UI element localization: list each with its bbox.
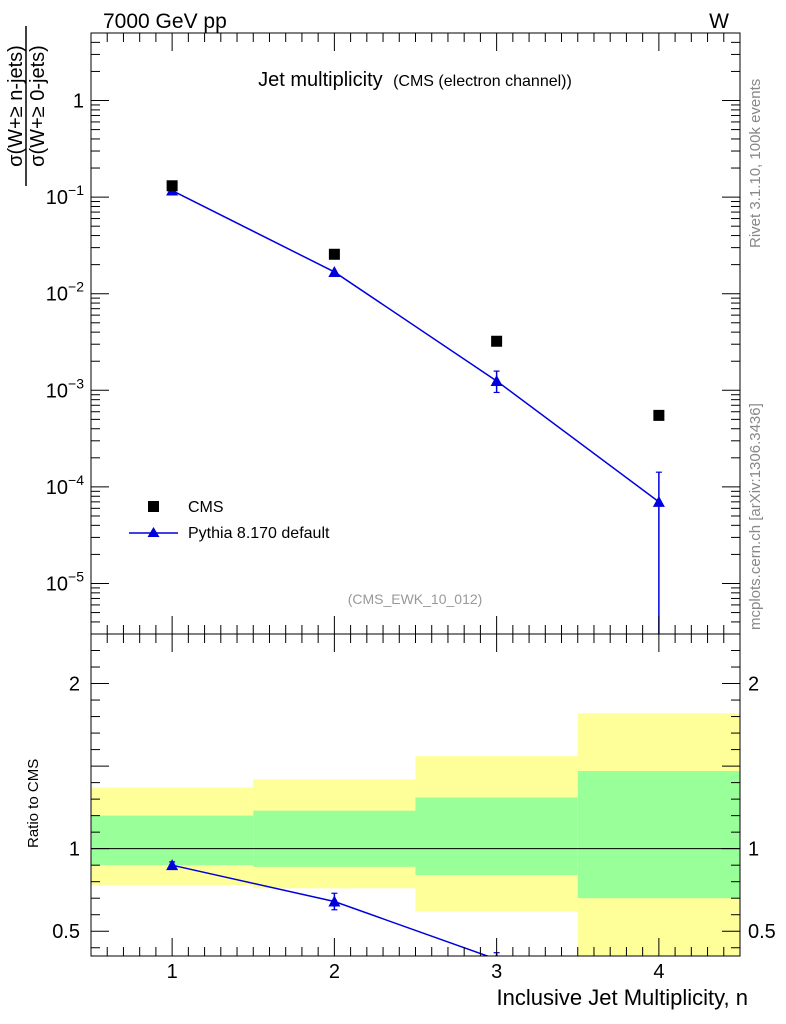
ratio-y-tick-label-left: 1 (69, 839, 80, 861)
cms-data-point (166, 180, 178, 192)
ratio-panel: 0.5 0.5 1 1 2 2 1 2 3 4 Ratio to CMS Inclusive Je… (25, 633, 776, 1010)
tick-label-exponent: −5 (68, 568, 84, 584)
cms-data-point (491, 335, 503, 347)
tick-label-exponent: −1 (68, 182, 84, 198)
main-y-axis-title: σ(W+≥ n-jets) σ(W+≥ 0-jets) (5, 26, 49, 186)
ratio-inner-band (577, 771, 740, 899)
ratio-y-axis-title: Ratio to CMS (25, 759, 42, 848)
ratio-plot-layer (91, 713, 740, 956)
process-label: W (709, 10, 729, 33)
tick-label-exponent: −2 (68, 279, 84, 295)
main-y-tick-label: 10−2 (46, 279, 84, 306)
chart-title-main: Jet multiplicity (258, 69, 382, 91)
ratio-inner-band (415, 797, 578, 876)
main-frame (90, 32, 741, 635)
ratio-mc-point (166, 859, 179, 871)
ratio-y-tick-label-right: 1 (748, 839, 759, 861)
main-plot-layer (166, 180, 665, 634)
ratio-mc-line (171, 864, 490, 956)
source-label: mcplots.cern.ch [arXiv:1306.3436] (747, 403, 764, 630)
tick-label-exponent: −4 (68, 472, 84, 488)
tick-label-base: 10 (46, 380, 68, 402)
legend-mc-label: Pythia 8.170 default (188, 525, 330, 542)
cms-data-point (653, 409, 665, 421)
legend: CMS Pythia 8.170 default (129, 499, 330, 542)
ratio-y-tick-label-left: 0.5 (52, 921, 80, 943)
legend-cms-label: CMS (188, 499, 224, 516)
chart-title: Jet multiplicity (CMS (electron channel)… (258, 69, 572, 91)
mc-series-line (171, 189, 660, 503)
mc-point (490, 374, 503, 386)
main-y-tick-label: 10−1 (46, 182, 84, 209)
x-tick-label: 4 (653, 961, 664, 983)
ratio-inner-band (91, 815, 254, 866)
legend-cms-marker (148, 501, 159, 512)
chart-subtitle: (CMS (electron channel)) (393, 73, 572, 90)
ratio-y-tick-label-right: 2 (748, 674, 759, 696)
tick-label-base: 10 (46, 477, 68, 499)
y-axis-denominator: σ(W+≥ 0-jets) (27, 45, 49, 167)
ratio-y-tick-label-left: 2 (69, 674, 80, 696)
tick-label-base: 10 (46, 187, 68, 209)
legend-mc-marker (147, 527, 160, 537)
main-panel: 110−110−210−310−410−5 Jet multiplicity (… (5, 26, 741, 635)
ratio-ticks: 0.5 0.5 1 1 2 2 1 2 3 4 (52, 634, 776, 983)
y-axis-numerator: σ(W+≥ n-jets) (5, 45, 27, 167)
main-y-tick-label: 10−3 (46, 375, 84, 402)
x-tick-label: 1 (167, 961, 178, 983)
main-ticks: 110−110−210−310−410−5 (46, 32, 740, 635)
main-y-tick-label: 10−4 (46, 472, 84, 499)
energy-label: 7000 GeV pp (103, 10, 227, 33)
ratio-frame (90, 633, 741, 957)
tick-label-base: 1 (73, 91, 84, 113)
rivet-version-label: Rivet 3.1.10, 100k events (747, 79, 764, 248)
ratio-mc-point (328, 895, 341, 907)
mc-point (652, 495, 665, 507)
main-y-tick-label: 1 (73, 91, 84, 113)
tick-label-base: 10 (46, 573, 68, 595)
ratio-inner-band (253, 810, 416, 867)
analysis-id-label: (CMS_EWK_10_012) (348, 591, 483, 607)
x-axis-title: Inclusive Jet Multiplicity, n (497, 985, 748, 1010)
main-y-tick-label: 10−5 (46, 568, 84, 595)
tick-label-base: 10 (46, 284, 68, 306)
x-tick-label: 3 (491, 961, 502, 983)
ratio-y-tick-label-right: 0.5 (748, 921, 776, 943)
mc-point (328, 265, 341, 277)
cms-data-point (328, 248, 340, 260)
tick-label-exponent: −3 (68, 375, 84, 391)
x-tick-label: 2 (329, 961, 340, 983)
